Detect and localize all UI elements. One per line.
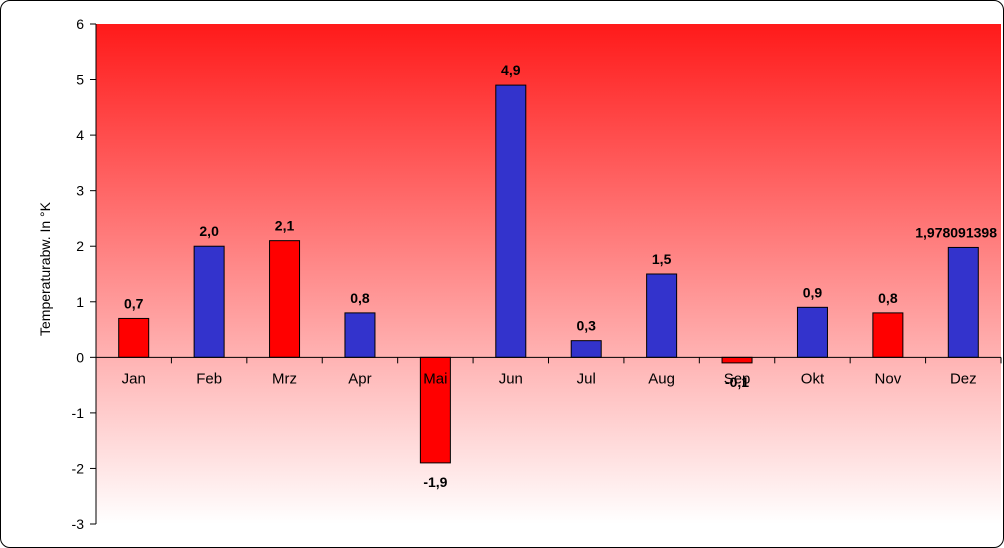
x-category-label-mai: Mai <box>423 370 447 387</box>
bar-apr <box>344 312 376 358</box>
y-tick-label: 2 <box>76 238 84 254</box>
data-label-nov: 0,8 <box>878 290 898 306</box>
data-label-aug: 1,5 <box>652 251 672 267</box>
y-tick-label: 1 <box>76 294 84 310</box>
x-category-label-apr: Apr <box>348 370 371 387</box>
x-category-label-aug: Aug <box>648 370 675 387</box>
bar-okt <box>796 306 828 358</box>
x-category-label-okt: Okt <box>801 370 825 387</box>
x-category-label-dez: Dez <box>950 370 977 387</box>
y-tick-label: 4 <box>76 127 84 143</box>
bar-feb <box>193 245 225 358</box>
data-label-feb: 2,0 <box>199 223 219 239</box>
y-tick-label: -2 <box>72 460 85 476</box>
y-tick-label: 6 <box>76 16 84 32</box>
data-label-okt: 0,9 <box>803 284 823 300</box>
bar-mrz <box>269 240 301 358</box>
plot-area <box>96 24 1001 524</box>
data-label-apr: 0,8 <box>350 290 370 306</box>
y-tick-label: 5 <box>76 72 84 88</box>
x-category-label-nov: Nov <box>875 370 902 387</box>
y-tick-label: -3 <box>72 516 85 532</box>
y-tick-label: 3 <box>76 183 84 199</box>
x-category-label-jun: Jun <box>499 370 523 387</box>
data-label-jan: 0,7 <box>124 295 144 311</box>
x-category-label-jan: Jan <box>122 370 146 387</box>
y-tick-label: 0 <box>76 349 84 365</box>
bar-aug <box>646 273 678 358</box>
data-label-mrz: 2,1 <box>275 218 295 234</box>
bar-jun <box>495 84 527 358</box>
x-category-label-sep: Sep <box>724 370 751 387</box>
data-label-jul: 0,3 <box>576 318 596 334</box>
bar-jan <box>118 317 150 358</box>
bar-sep <box>721 356 753 364</box>
data-label-sep: -0,1 <box>725 374 749 390</box>
bar-mai <box>419 356 451 464</box>
data-label-jun: 4,9 <box>501 62 521 78</box>
bar-jul <box>570 340 602 358</box>
bar-nov <box>872 312 904 358</box>
data-label-mai: -1,9 <box>423 474 447 490</box>
y-axis-title: Temperaturabw. In °K <box>37 201 53 336</box>
bar-dez <box>947 246 979 358</box>
x-category-label-mrz: Mrz <box>272 370 297 387</box>
y-tick-label: -1 <box>72 405 85 421</box>
x-category-label-feb: Feb <box>196 370 222 387</box>
data-label-dez: 1,978091398 <box>915 224 997 240</box>
x-category-label-jul: Jul <box>577 370 596 387</box>
